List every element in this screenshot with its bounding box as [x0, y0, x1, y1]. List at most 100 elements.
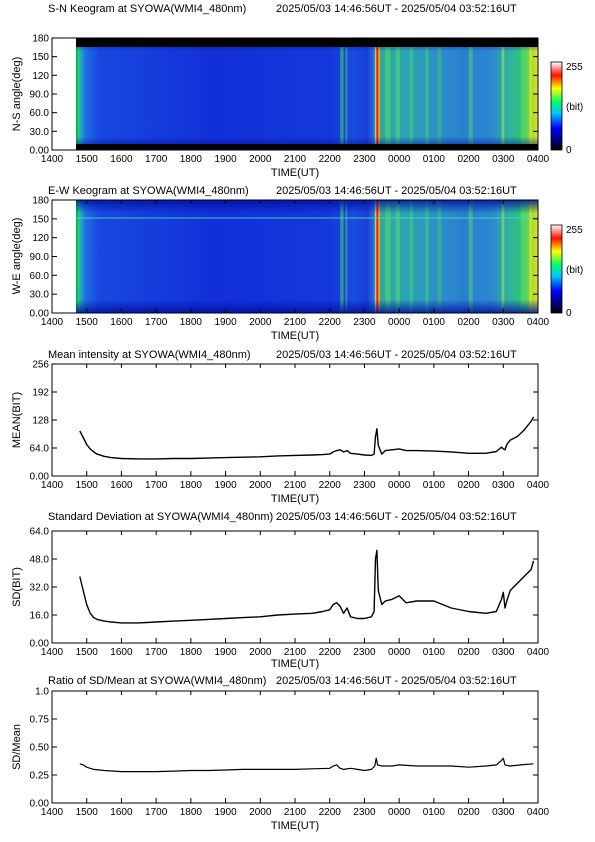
x-tick-label: 0200 [457, 480, 480, 491]
y-tick-label: 0.00 [30, 472, 50, 483]
std-dev-y-ticks: 0.00 16.0 32.0 48.0 64.0 [30, 527, 538, 650]
x-tick-label: 1400 [41, 317, 64, 328]
ew-keogram-title: E-W Keogram at SYOWA(WMI4_480nm) [48, 185, 249, 197]
x-tick-label: 0200 [457, 647, 480, 658]
y-tick-label: 180 [32, 34, 49, 45]
x-tick-label: 2200 [319, 317, 342, 328]
x-tick-label: 1400 [41, 480, 64, 491]
ratio-title: Ratio of SD/Mean at SYOWA(WMI4_480nm) [48, 675, 266, 687]
x-tick-label: 2000 [249, 647, 272, 658]
y-tick-label: 0.00 [30, 309, 50, 320]
std-dev-panel: Standard Deviation at SYOWA(WMI4_480nm) … [11, 511, 550, 670]
mean-intensity-frame [51, 363, 539, 477]
mean-intensity-line [79, 416, 535, 460]
y-tick-label: 90.0 [30, 90, 50, 101]
x-tick-label: 1500 [76, 154, 99, 165]
x-tick-label: 2300 [353, 807, 376, 818]
sn-keogram-x-ticks: 1400 1500 1600 1700 1800 1900 2000 2100 2200 2300… [41, 38, 550, 165]
ew-keogram-panel: E-W Keogram at SYOWA(WMI4_480nm) 2025/05… [11, 185, 583, 342]
x-tick-label: 1800 [180, 807, 203, 818]
x-tick-label: 1400 [41, 807, 64, 818]
sn-keogram-y-ticks: 0.00 30.0 60.0 90.0 120 150 180 [30, 34, 538, 157]
x-tick-label: 2300 [353, 154, 376, 165]
sn-keogram-title: S-N Keogram at SYOWA(WMI4_480nm) [48, 3, 246, 15]
ew-keogram-time-range: 2025/05/03 14:46:56UT - 2025/05/04 03:52… [276, 185, 517, 197]
x-tick-label: 1800 [180, 154, 203, 165]
x-tick-label: 0400 [527, 480, 550, 491]
x-tick-label: 0300 [492, 647, 515, 658]
std-dev-y-label: SD(BIT) [11, 567, 23, 607]
y-tick-label: 30.0 [30, 290, 50, 301]
x-tick-label: 0100 [423, 647, 446, 658]
x-tick-label: 0000 [388, 807, 411, 818]
x-tick-label: 1700 [145, 317, 168, 328]
std-dev-time-range: 2025/05/03 14:46:56UT - 2025/05/04 03:52… [276, 511, 517, 523]
x-tick-label: 0200 [457, 154, 480, 165]
std-dev-x-label: TIME(UT) [271, 658, 319, 670]
x-tick-label: 2100 [284, 317, 307, 328]
y-tick-label: 32.0 [30, 583, 50, 594]
x-tick-label: 1900 [214, 154, 237, 165]
y-tick-label: 0.50 [30, 743, 50, 754]
x-tick-label: 2200 [319, 480, 342, 491]
x-tick-label: 0100 [423, 480, 446, 491]
ew-colorbar-max: 255 [566, 225, 583, 236]
y-tick-label: 192 [32, 388, 49, 399]
x-tick-label: 1900 [214, 480, 237, 491]
x-tick-label: 0000 [388, 647, 411, 658]
mean-intensity-y-ticks: 0.00 64.0 128 192 256 [30, 360, 538, 483]
x-tick-label: 0000 [388, 317, 411, 328]
ew-keogram-y-ticks: 0.00 30.0 60.0 90.0 120 150 180 [30, 196, 538, 320]
mean-intensity-title: Mean intensity at SYOWA(WMI4_480nm) [48, 349, 251, 361]
x-tick-label: 0400 [527, 317, 550, 328]
sn-colorbar-max: 255 [566, 62, 583, 73]
y-tick-label: 64.0 [30, 444, 50, 455]
x-tick-label: 1500 [76, 317, 99, 328]
x-tick-label: 1800 [180, 480, 203, 491]
x-tick-label: 2200 [319, 807, 342, 818]
mean-intensity-x-label: TIME(UT) [271, 493, 319, 505]
ratio-panel: Ratio of SD/Mean at SYOWA(WMI4_480nm) 20… [11, 675, 550, 832]
x-tick-label: 1800 [180, 647, 203, 658]
x-tick-label: 2200 [319, 154, 342, 165]
x-tick-label: 2300 [353, 647, 376, 658]
sn-keogram-panel: S-N Keogram at SYOWA(WMI4_480nm) 2025/05… [11, 3, 583, 179]
x-tick-label: 1700 [145, 647, 168, 658]
x-tick-label: 1700 [145, 480, 168, 491]
x-tick-label: 2000 [249, 480, 272, 491]
x-tick-label: 0100 [423, 317, 446, 328]
y-tick-label: 60.0 [30, 271, 50, 282]
ratio-x-ticks: 1400 1500 1600 1700 1800 1900 2000 2100 2200 2300… [41, 691, 550, 818]
sn-keogram-bottom-dark-band [76, 144, 538, 150]
y-tick-label: 90.0 [30, 252, 50, 263]
sn-keogram-y-label: N-S angle(deg) [11, 57, 23, 132]
x-tick-label: 2100 [284, 647, 307, 658]
x-tick-label: 1900 [214, 317, 237, 328]
y-tick-label: 0.00 [30, 146, 50, 157]
x-tick-label: 0200 [457, 807, 480, 818]
x-tick-label: 2000 [249, 807, 272, 818]
std-dev-frame [51, 530, 539, 644]
x-tick-label: 1500 [76, 647, 99, 658]
mean-intensity-time-range: 2025/05/03 14:46:56UT - 2025/05/04 03:52… [276, 349, 517, 361]
x-tick-label: 1500 [76, 807, 99, 818]
ratio-frame [51, 690, 539, 804]
ew-colorbar-gradient [550, 224, 563, 314]
y-tick-label: 128 [32, 416, 49, 427]
std-dev-title: Standard Deviation at SYOWA(WMI4_480nm) [48, 511, 273, 523]
sn-colorbar-unit: (bit) [566, 102, 583, 113]
x-tick-label: 1400 [41, 154, 64, 165]
std-dev-x-ticks: 1400 1500 1600 1700 1800 1900 2000 2100 2200 2300… [41, 531, 550, 658]
ratio-line [79, 757, 534, 773]
y-tick-label: 1.0 [35, 687, 49, 698]
mean-intensity-panel: Mean intensity at SYOWA(WMI4_480nm) 2025… [11, 349, 550, 505]
sn-keogram-time-range: 2025/05/03 14:46:56UT - 2025/05/04 03:52… [276, 3, 517, 15]
x-tick-label: 0300 [492, 154, 515, 165]
ratio-y-ticks: 0.00 0.25 0.50 0.75 1.0 [30, 687, 538, 810]
sn-keogram-top-dark-band [76, 38, 538, 47]
ew-keogram-colorbar: 255 (bit) 0 [550, 224, 583, 319]
sn-keogram-image [76, 38, 538, 150]
x-tick-label: 2200 [319, 647, 342, 658]
ew-keogram-y-label: W-E angle(deg) [11, 218, 23, 295]
